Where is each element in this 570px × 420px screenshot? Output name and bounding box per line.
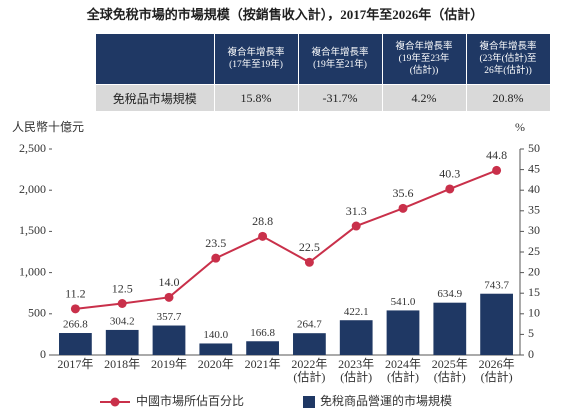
bar bbox=[246, 341, 279, 355]
line-label: 12.5 bbox=[112, 281, 133, 295]
line-point bbox=[70, 304, 80, 314]
y2-tick-label: 5 bbox=[528, 326, 534, 340]
y2-tick-label: 40 bbox=[528, 182, 540, 196]
line-point bbox=[304, 257, 314, 267]
bar-label: 743.7 bbox=[484, 279, 509, 291]
bar bbox=[339, 320, 373, 355]
x-tick-label: 2020年 bbox=[197, 357, 234, 371]
chart-title: 全球免稅市場的市場規模（按銷售收入計），2017年至2026年（估計） bbox=[86, 7, 484, 22]
y-tick-label: 2,000 bbox=[19, 182, 46, 196]
line-label: 22.5 bbox=[299, 240, 320, 254]
line-point bbox=[117, 299, 127, 308]
line bbox=[75, 169, 497, 310]
legend-label: 免稅商品營運的市場規模 bbox=[320, 393, 452, 408]
bar-label: 264.7 bbox=[297, 319, 322, 331]
x-tick-label: 2017年 bbox=[57, 357, 94, 371]
line-label: 31.3 bbox=[346, 204, 367, 218]
y2-axis-title: % bbox=[515, 120, 525, 134]
bar bbox=[59, 333, 92, 355]
y2-tick-label: 25 bbox=[528, 244, 540, 258]
bar bbox=[386, 310, 420, 355]
y2-tick-label: 0 bbox=[528, 347, 534, 361]
cagr-table: 複合年增長率 (17年至19年) 複合年增長率 (19年至21年) 複合年增長率… bbox=[95, 34, 550, 111]
y-tick-label: 1,500 bbox=[19, 223, 46, 237]
y2-tick-label: 45 bbox=[528, 161, 540, 175]
bar bbox=[293, 333, 326, 355]
line-label: 11.2 bbox=[65, 287, 86, 301]
line-point bbox=[258, 231, 268, 241]
bar bbox=[199, 343, 233, 355]
y2-tick-label: 50 bbox=[528, 141, 540, 155]
legend-marker bbox=[110, 397, 120, 407]
line-label: 14.0 bbox=[159, 275, 180, 289]
table-cell: 20.8% bbox=[465, 84, 550, 111]
y-tick-label: 1,000 bbox=[19, 264, 46, 278]
bar-label: 266.8 bbox=[63, 319, 88, 331]
line-label: 28.8 bbox=[252, 214, 273, 228]
bar-label: 634.9 bbox=[437, 288, 462, 300]
x-tick-label: 2021年 bbox=[244, 357, 281, 371]
y2-tick-label: 10 bbox=[528, 306, 540, 320]
x-tick-label: 2022年 (估計) bbox=[291, 357, 328, 384]
y2-tick-label: 20 bbox=[528, 264, 540, 278]
x-tick-label: 2019年 bbox=[150, 357, 187, 371]
bar-label: 304.2 bbox=[110, 315, 135, 327]
legend-marker bbox=[303, 396, 315, 408]
x-tick-label: 2025年 (估計) bbox=[431, 357, 468, 384]
table-cell: -31.7% bbox=[297, 84, 382, 111]
line-label: 35.6 bbox=[393, 186, 414, 200]
y-tick-label: 2,500 bbox=[19, 141, 46, 155]
bar-label: 357.7 bbox=[157, 311, 182, 323]
line-label: 40.3 bbox=[439, 167, 460, 181]
line-point bbox=[164, 292, 174, 302]
line-label: 44.8 bbox=[486, 148, 507, 162]
bar-label: 422.1 bbox=[344, 306, 369, 318]
y2-tick-label: 15 bbox=[528, 285, 540, 299]
x-tick-label: 2018年 bbox=[104, 357, 141, 371]
table-row-label: 免稅品市場規模 bbox=[95, 84, 214, 111]
x-tick-label: 2023年 (估計) bbox=[338, 357, 375, 384]
y2-tick-label: 35 bbox=[528, 203, 540, 217]
line-point bbox=[211, 253, 221, 263]
table-corner bbox=[95, 34, 214, 85]
y2-tick-label: 30 bbox=[528, 223, 540, 237]
x-tick-label: 2024年 (估計) bbox=[384, 357, 421, 384]
y-axis-title: 人民幣十億元 bbox=[12, 120, 84, 134]
line-point bbox=[445, 184, 455, 194]
line-point bbox=[351, 221, 361, 231]
x-tick-label: 2026年 (估計) bbox=[478, 357, 515, 384]
line-label: 23.5 bbox=[205, 236, 226, 250]
table-cell: 15.8% bbox=[213, 84, 298, 111]
line-point bbox=[398, 203, 408, 213]
legend-label: 中國市場所佔百分比 bbox=[136, 393, 244, 408]
bar bbox=[152, 325, 186, 355]
bar bbox=[433, 302, 467, 355]
table-header: 複合年增長率 (23年(估計)至 26年(估計)) bbox=[465, 34, 550, 85]
y-tick-label: 0 bbox=[40, 347, 46, 361]
table-header: 複合年增長率 (19年至21年) bbox=[297, 34, 382, 85]
bar-label: 140.0 bbox=[203, 329, 228, 341]
bar-label: 541.0 bbox=[391, 296, 416, 308]
line-point bbox=[492, 165, 502, 175]
y-tick-label: 500 bbox=[28, 306, 46, 320]
table-header: 複合年增長率 (19年至23年 (估計)) bbox=[381, 34, 466, 85]
bar bbox=[480, 293, 513, 355]
bar bbox=[105, 329, 139, 355]
table-cell: 4.2% bbox=[381, 84, 466, 111]
table-header: 複合年增長率 (17年至19年) bbox=[213, 34, 298, 85]
bar-label: 166.8 bbox=[250, 327, 275, 339]
